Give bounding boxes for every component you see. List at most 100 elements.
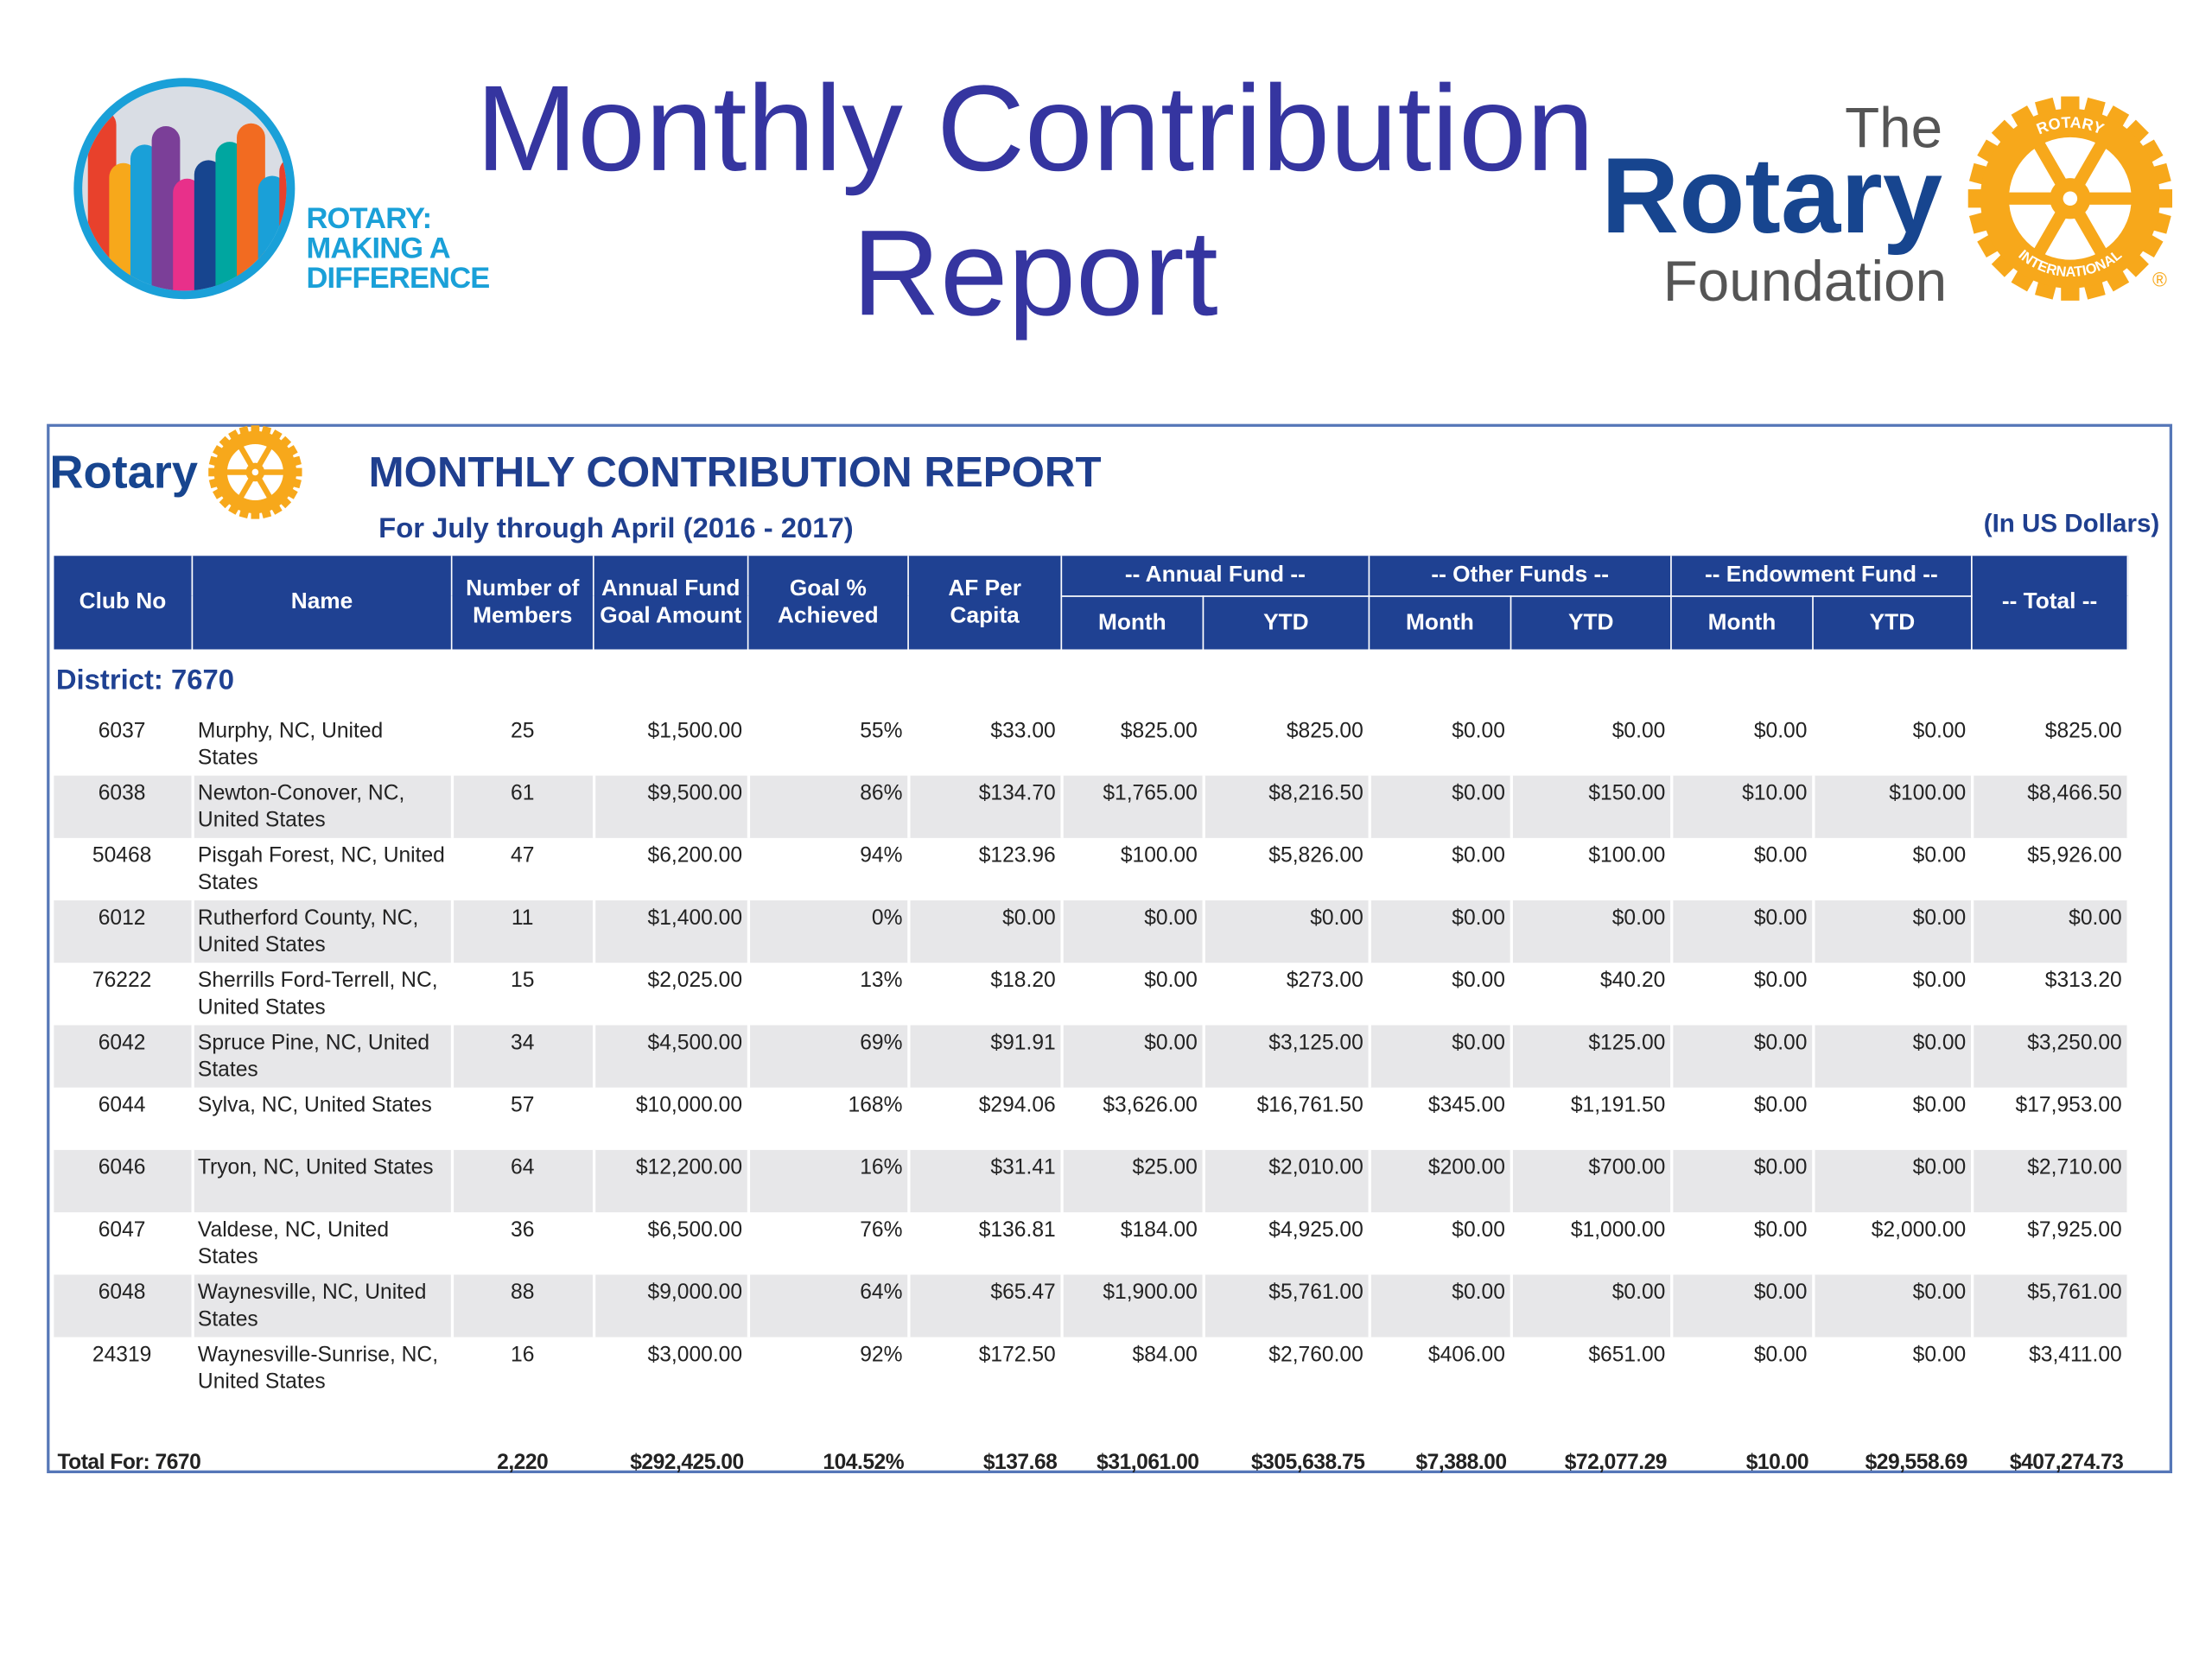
total-cell: 104.52%: [823, 1449, 905, 1474]
cell: 15: [451, 962, 595, 1025]
cell: $16,761.50: [1203, 1086, 1371, 1150]
club-row: 24319 Waynesville-Sunrise, NC, United Sta…: [53, 1336, 2129, 1399]
currency-note: (In US Dollars): [1983, 509, 2160, 537]
cell: 50468: [53, 837, 194, 900]
cell: $0.00: [1813, 1024, 1974, 1087]
cell: 11: [451, 899, 595, 963]
cell: $3,626.00: [1061, 1086, 1205, 1150]
column-header: Name: [191, 556, 453, 651]
cell: $0.00: [1369, 899, 1513, 963]
cell: $2,010.00: [1203, 1149, 1371, 1212]
page-title: Report: [852, 205, 1218, 342]
cell: $3,125.00: [1203, 1024, 1371, 1087]
cell: $0.00: [1813, 712, 1974, 775]
cell: $1,400.00: [593, 899, 750, 963]
cell: $123.96: [908, 837, 1063, 900]
cell: $1,000.00: [1510, 1211, 1673, 1274]
cell: 168%: [747, 1086, 910, 1150]
cell: 61: [451, 774, 595, 838]
cell: 6038: [53, 774, 194, 838]
person-shape: [151, 126, 181, 291]
cell: Valdese, NC, United States: [192, 1211, 454, 1274]
report-subtitle: For July through April (2016 - 2017): [378, 513, 854, 545]
sub-header: Month: [1368, 595, 1512, 651]
cell: $0.00: [1369, 962, 1513, 1025]
wheel-hole: [2063, 191, 2078, 207]
sub-header: YTD: [1812, 595, 1973, 651]
column-header: Number of Members: [450, 556, 594, 651]
cell: $18.20: [908, 962, 1063, 1025]
report-brand: Rotary: [49, 445, 198, 498]
cell: 47: [451, 837, 595, 900]
district-row: District: 7670: [54, 650, 2128, 713]
column-header: -- Total --: [1970, 556, 2129, 651]
cell: Rutherford County, NC, United States: [192, 899, 454, 963]
header-row: Month YTD Month YTD Month YTD: [54, 595, 2128, 651]
report-title: MONTHLY CONTRIBUTION REPORT: [368, 449, 1102, 497]
cell: $1,500.00: [593, 712, 750, 775]
cell: $0.00: [1813, 1086, 1974, 1150]
sub-header: Month: [1670, 595, 1814, 651]
sub-header: YTD: [1202, 595, 1370, 651]
total-cell: $31,061.00: [1096, 1449, 1199, 1474]
cell: $3,000.00: [593, 1336, 750, 1399]
cell: $313.20: [1971, 962, 2129, 1025]
total-cell: $407,274.73: [2009, 1449, 2124, 1474]
club-row: 76222 Sherrills Ford-Terrell, NC, United …: [53, 962, 2129, 1025]
cell: $136.81: [908, 1211, 1063, 1274]
cell: $825.00: [1061, 712, 1205, 775]
cell: Tryon, NC, United States: [192, 1149, 454, 1212]
cell: $0.00: [1813, 837, 1974, 900]
cell: $17,953.00: [1971, 1086, 2129, 1150]
cell: $134.70: [908, 774, 1063, 838]
sub-header: Month: [1060, 595, 1205, 651]
table-body: District: 7670 6037 Murphy, NC, United Sta…: [53, 650, 2129, 1484]
header-row: Club No Name Number of Members Annual Fund …: [52, 556, 2129, 651]
cell: $91.91: [908, 1024, 1063, 1087]
cell: $0.00: [1813, 1274, 1974, 1337]
cell: $0.00: [1369, 837, 1513, 900]
cell: 88: [451, 1274, 595, 1337]
cell: 13%: [747, 962, 910, 1025]
foundation-rotary: Rotary: [1601, 136, 1942, 256]
cell: $8,216.50: [1203, 774, 1371, 838]
club-row: 6046 Tryon, NC, United States 64 $12,200.00…: [53, 1149, 2129, 1212]
rotary-wheel: [1967, 96, 2173, 301]
cell: Waynesville-Sunrise, NC, United States: [192, 1336, 454, 1399]
cell: 57: [451, 1086, 595, 1150]
contribution-table: Club No Name Number of Members Annual Fund …: [52, 556, 2129, 1484]
club-row: 50468 Pisgah Forest, NC, United States 47 $…: [53, 837, 2129, 900]
total-cell: $10.00: [1745, 1449, 1809, 1474]
cell: Spruce Pine, NC, United States: [192, 1024, 454, 1087]
cell: $200.00: [1369, 1149, 1513, 1212]
cell: $33.00: [908, 712, 1063, 775]
cell: $0.00: [1670, 1024, 1815, 1087]
cell: $5,761.00: [1203, 1274, 1371, 1337]
wheel-tooth: [251, 509, 260, 519]
cell: $2,000.00: [1813, 1211, 1974, 1274]
cell: $651.00: [1510, 1336, 1673, 1399]
cell: 64%: [747, 1274, 910, 1337]
cell: $5,926.00: [1971, 837, 2129, 900]
cell: $0.00: [1369, 774, 1513, 838]
cell: $2,025.00: [593, 962, 750, 1025]
logo-art: The Rotary Foundation ROTARY INTERNATION…: [73, 78, 2173, 313]
total-cell: Total For: 7670: [57, 1449, 201, 1474]
cell: $65.47: [908, 1274, 1063, 1337]
cell: $2,760.00: [1203, 1336, 1371, 1399]
total-cell: $29,558.69: [1865, 1449, 1968, 1474]
cell: 76222: [53, 962, 194, 1025]
cell: $5,761.00: [1971, 1274, 2129, 1337]
cell: $9,500.00: [593, 774, 750, 838]
cell: $0.00: [1813, 899, 1974, 963]
cell: $84.00: [1061, 1336, 1205, 1399]
cell: $0.00: [1670, 1211, 1815, 1274]
club-row: 6037 Murphy, NC, United States 25 $1,500.00…: [53, 712, 2129, 775]
cell: $10,000.00: [593, 1086, 750, 1150]
cell: $4,925.00: [1203, 1211, 1371, 1274]
cell: $0.00: [1670, 899, 1815, 963]
cell: 92%: [747, 1336, 910, 1399]
cell: $0.00: [1670, 712, 1815, 775]
cell: Pisgah Forest, NC, United States: [192, 837, 454, 900]
